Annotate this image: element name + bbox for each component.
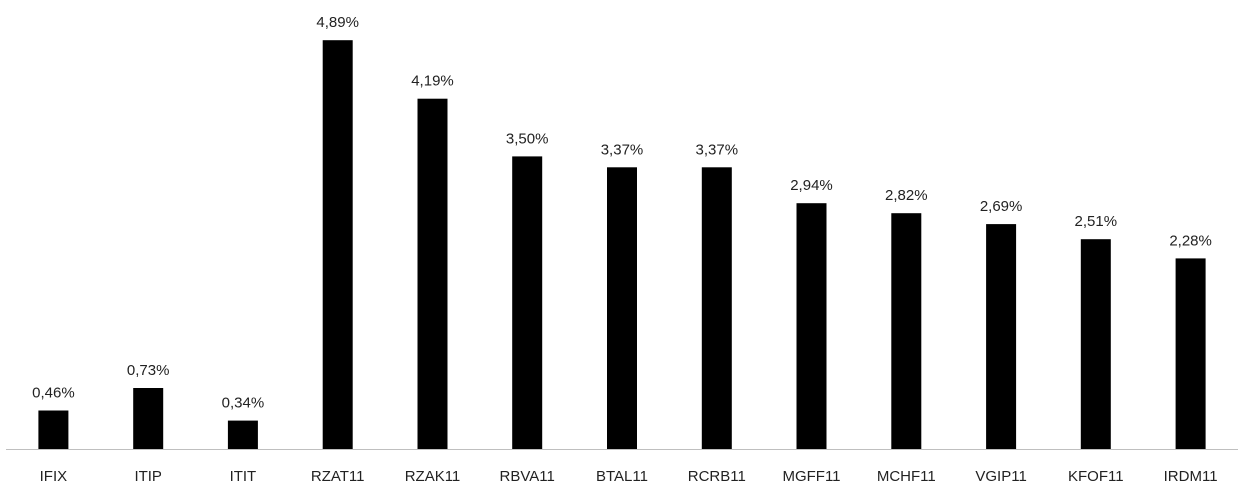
x-tick-label-mchf11: MCHF11 [877, 468, 936, 484]
data-label-itit: 0,34% [222, 395, 265, 412]
bar-ifix [38, 410, 69, 449]
data-labels-group: 0,46% 0,73% 0,34% 4,89% 4,19% 3,50% 3,37% 3,37%… [32, 14, 1212, 411]
x-tick-label-mgff11: MGFF11 [782, 468, 840, 484]
bar-rzat11 [322, 40, 353, 449]
x-tick-label-rcrb11: RCRB11 [688, 468, 746, 484]
data-label-ifix: 0,46% [32, 385, 75, 402]
data-label-rzak11: 4,19% [411, 73, 454, 90]
x-tick-label-vgip11: VGIP11 [975, 468, 1026, 484]
bar-itit [227, 420, 258, 449]
data-label-rcrb11: 3,37% [696, 141, 739, 158]
x-tick-label-rzat11: RZAT11 [311, 468, 365, 484]
data-label-vgip11: 2,69% [980, 198, 1023, 215]
x-tick-label-ifix: IFIX [40, 468, 68, 484]
bar-rcrb11 [701, 167, 732, 450]
x-tick-label-itip: ITIP [134, 468, 162, 484]
bar-irdm11 [1175, 258, 1206, 449]
bar-mgff11 [796, 203, 827, 449]
x-tick-label-irdm11: IRDM11 [1164, 468, 1218, 484]
data-label-mgff11: 2,94% [790, 177, 833, 194]
bar-rbva11 [512, 156, 543, 449]
x-tick-label-rbva11: RBVA11 [500, 468, 555, 484]
bar-mchf11 [891, 213, 922, 449]
x-tick-label-itit: ITIT [230, 468, 257, 484]
data-label-itip: 0,73% [127, 362, 170, 379]
x-tick-label-kfof11: KFOF11 [1068, 468, 1124, 484]
bar-btal11 [607, 167, 637, 450]
data-label-btal11: 3,37% [601, 141, 644, 158]
x-tick-labels-group: IFIX ITIP ITIT RZAT11 RZAK11 RBVA11 BTAL11 RCRB… [40, 468, 1218, 485]
bar-rzak11 [417, 98, 448, 449]
x-tick-label-btal11: BTAL11 [596, 468, 648, 484]
bar-kfof11 [1080, 239, 1111, 449]
data-label-rbva11: 3,50% [506, 130, 549, 147]
data-label-irdm11: 2,28% [1169, 232, 1212, 249]
bars-group [38, 40, 1206, 450]
bar-itip [133, 388, 164, 449]
bar-vgip11 [986, 224, 1017, 449]
data-label-kfof11: 2,51% [1075, 213, 1118, 230]
data-label-rzat11: 4,89% [316, 14, 359, 31]
data-label-mchf11: 2,82% [885, 187, 928, 204]
x-tick-label-rzak11: RZAK11 [405, 468, 461, 484]
